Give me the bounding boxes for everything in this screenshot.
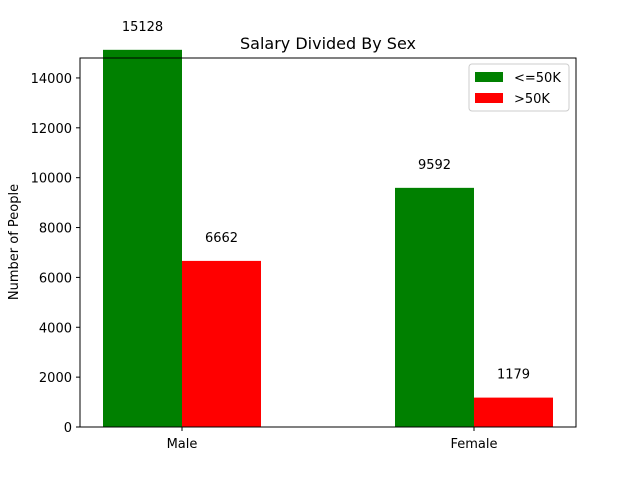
chart-title: Salary Divided By Sex — [240, 34, 416, 53]
x-tick-label-male: Male — [167, 437, 198, 452]
y-axis-ticks: 0 2000 4000 6000 8000 10000 12000 14000 — [31, 72, 80, 436]
y-tick-label: 10000 — [31, 172, 72, 187]
legend: <=50K >50K — [468, 63, 570, 112]
x-axis-ticks: Male Female — [167, 427, 498, 452]
y-tick-label: 4000 — [39, 321, 72, 336]
data-label-female-le-50k: 9592 — [418, 158, 451, 173]
y-axis-label: Number of People — [7, 184, 22, 300]
y-tick-label: 8000 — [39, 222, 72, 237]
plot-frame — [79, 57, 577, 428]
bar-female-le-50k — [395, 187, 474, 427]
bar-female-gt-50k — [474, 397, 553, 427]
y-tick-label: 14000 — [31, 72, 72, 87]
x-tick-label-female: Female — [450, 437, 497, 452]
legend-label-gt-50k: >50K — [514, 92, 550, 107]
bar-male-gt-50k — [182, 260, 261, 427]
data-labels-layer: 15128 9592 6662 1179 — [122, 20, 530, 383]
legend-swatch-gt-50k — [475, 93, 503, 103]
y-tick-label: 0 — [64, 421, 72, 436]
y-tick-label: 2000 — [39, 371, 72, 386]
y-tick-label: 6000 — [39, 271, 72, 286]
data-label-male-le-50k: 15128 — [122, 20, 163, 35]
y-tick-label: 12000 — [31, 122, 72, 137]
legend-swatch-le-50k — [475, 72, 503, 82]
bar-male-le-50k — [103, 49, 182, 427]
data-label-female-gt-50k: 1179 — [497, 368, 530, 383]
data-label-male-gt-50k: 6662 — [205, 231, 238, 246]
legend-label-le-50k: <=50K — [514, 71, 561, 86]
bars-layer — [103, 49, 553, 427]
